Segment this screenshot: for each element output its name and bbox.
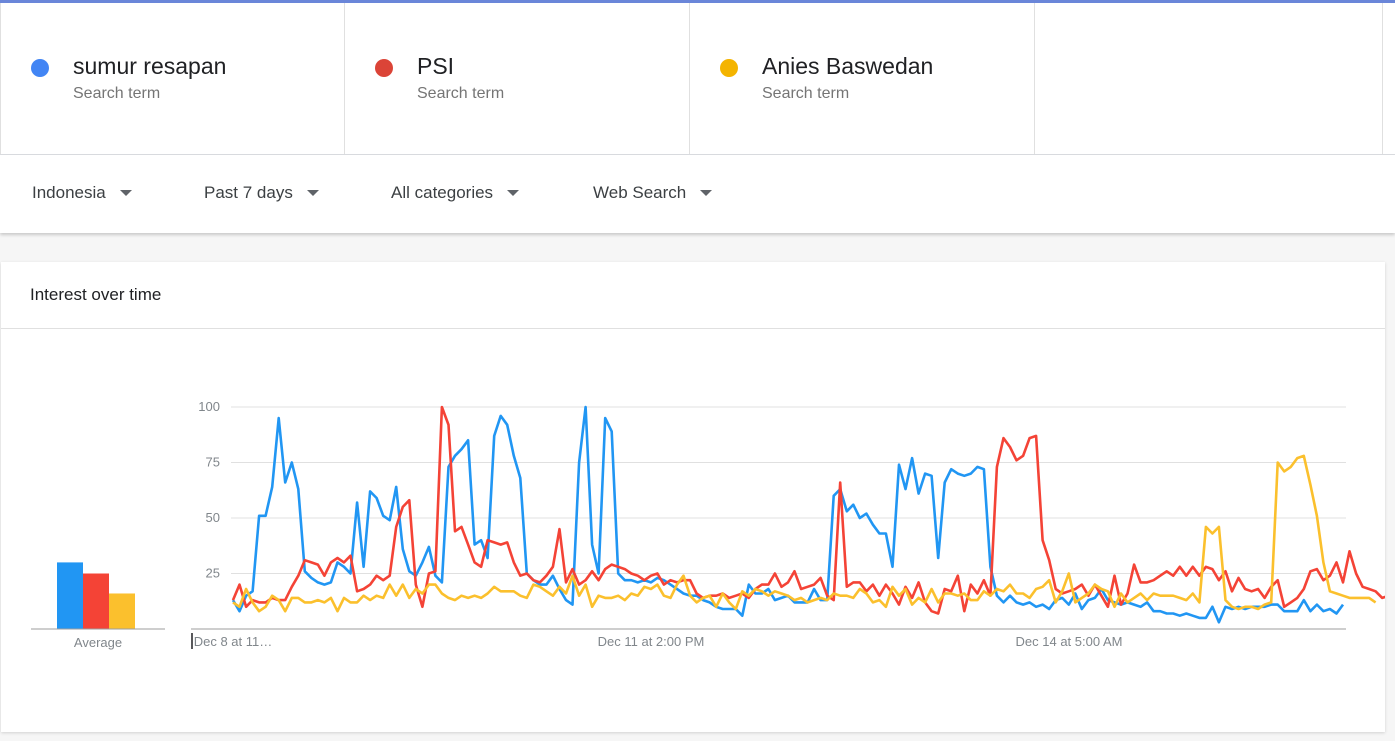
term-subtitle: Search term <box>73 85 161 102</box>
average-bar-1 <box>83 573 109 629</box>
term-subtitle: Search term <box>762 85 850 102</box>
term-card-psi[interactable]: PSI Search term <box>345 3 690 154</box>
average-label: Average <box>74 635 122 650</box>
term-color-dot-icon <box>720 59 738 77</box>
search-type-filter-dropdown[interactable]: Web Search <box>593 183 713 203</box>
card-header: Interest over time <box>1 262 1385 329</box>
y-tick-label: 25 <box>206 566 220 581</box>
term-color-dot-icon <box>31 59 49 77</box>
x-tick-label: Dec 11 at 2:00 PM <box>598 634 705 649</box>
category-filter-dropdown[interactable]: All categories <box>391 183 520 203</box>
y-tick-label: 100 <box>198 399 220 414</box>
series-line-1 <box>231 405 1385 615</box>
term-name: PSI <box>417 53 455 79</box>
caret-down-icon <box>507 190 520 196</box>
term-card-anies-baswedan[interactable]: Anies Baswedan Search term <box>690 3 1035 154</box>
term-subtitle: Search term <box>417 85 505 102</box>
time-filter-label: Past 7 days <box>204 183 293 202</box>
term-name: sumur resapan <box>73 53 227 79</box>
caret-down-icon <box>700 190 713 196</box>
term-name: Anies Baswedan <box>762 53 934 79</box>
search-terms-bar: sumur resapan Search term PSI Search ter… <box>0 3 1395 155</box>
region-filter-label: Indonesia <box>32 183 106 202</box>
series-line-2 <box>232 454 1377 613</box>
term-card-sumur-resapan[interactable]: sumur resapan Search term <box>0 3 345 154</box>
card-title: Interest over time <box>30 285 162 304</box>
time-filter-dropdown[interactable]: Past 7 days <box>204 183 319 203</box>
y-tick-label: 50 <box>206 510 220 525</box>
search-type-filter-label: Web Search <box>593 183 687 202</box>
y-tick-label: 75 <box>206 455 220 470</box>
caret-down-icon <box>306 190 319 196</box>
category-filter-label: All categories <box>391 183 494 202</box>
average-bar-2 <box>109 593 135 629</box>
average-bar-0 <box>57 562 83 629</box>
filter-bar: Indonesia Past 7 days All categories Web… <box>0 155 1395 233</box>
interest-chart[interactable]: 100 75 50 25 Dec 8 at 11… Dec 11 at 2:00 PM De… <box>1 262 1385 732</box>
caret-down-icon <box>119 190 132 196</box>
region-filter-dropdown[interactable]: Indonesia <box>32 183 132 203</box>
interest-over-time-card: Interest over time 100 75 50 25 Dec 8 at 11…… <box>1 262 1385 732</box>
term-color-dot-icon <box>375 59 393 77</box>
x-tick-label: Dec 8 at 11… <box>194 634 273 649</box>
x-tick-label: Dec 14 at 5:00 AM <box>1016 634 1123 649</box>
add-term-slot[interactable] <box>1035 3 1383 154</box>
top-accent-line <box>0 0 1395 3</box>
